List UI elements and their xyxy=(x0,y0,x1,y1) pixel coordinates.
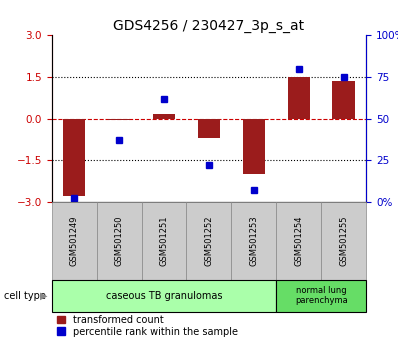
Text: GSM501254: GSM501254 xyxy=(294,216,303,266)
Bar xyxy=(142,202,187,280)
Text: ▶: ▶ xyxy=(40,291,47,301)
Bar xyxy=(321,202,366,280)
Bar xyxy=(198,119,220,138)
Bar xyxy=(52,202,97,280)
Bar xyxy=(231,202,276,280)
Bar xyxy=(276,202,321,280)
Text: GSM501250: GSM501250 xyxy=(115,216,124,266)
Text: GSM501252: GSM501252 xyxy=(205,216,213,266)
Bar xyxy=(332,81,355,119)
Text: GSM501251: GSM501251 xyxy=(160,216,168,266)
Text: caseous TB granulomas: caseous TB granulomas xyxy=(106,291,222,301)
Bar xyxy=(187,202,231,280)
Bar xyxy=(153,114,175,119)
Bar xyxy=(108,119,131,120)
Text: cell type: cell type xyxy=(4,291,46,301)
Bar xyxy=(276,280,366,312)
Title: GDS4256 / 230427_3p_s_at: GDS4256 / 230427_3p_s_at xyxy=(113,19,304,33)
Bar xyxy=(287,77,310,119)
Legend: transformed count, percentile rank within the sample: transformed count, percentile rank withi… xyxy=(57,315,238,337)
Text: GSM501253: GSM501253 xyxy=(250,215,258,266)
Bar xyxy=(243,119,265,174)
Text: GSM501255: GSM501255 xyxy=(339,216,348,266)
Bar xyxy=(63,119,86,196)
Text: normal lung
parenchyma: normal lung parenchyma xyxy=(295,286,347,305)
Bar xyxy=(52,280,276,312)
Text: GSM501249: GSM501249 xyxy=(70,216,79,266)
Bar xyxy=(97,202,142,280)
